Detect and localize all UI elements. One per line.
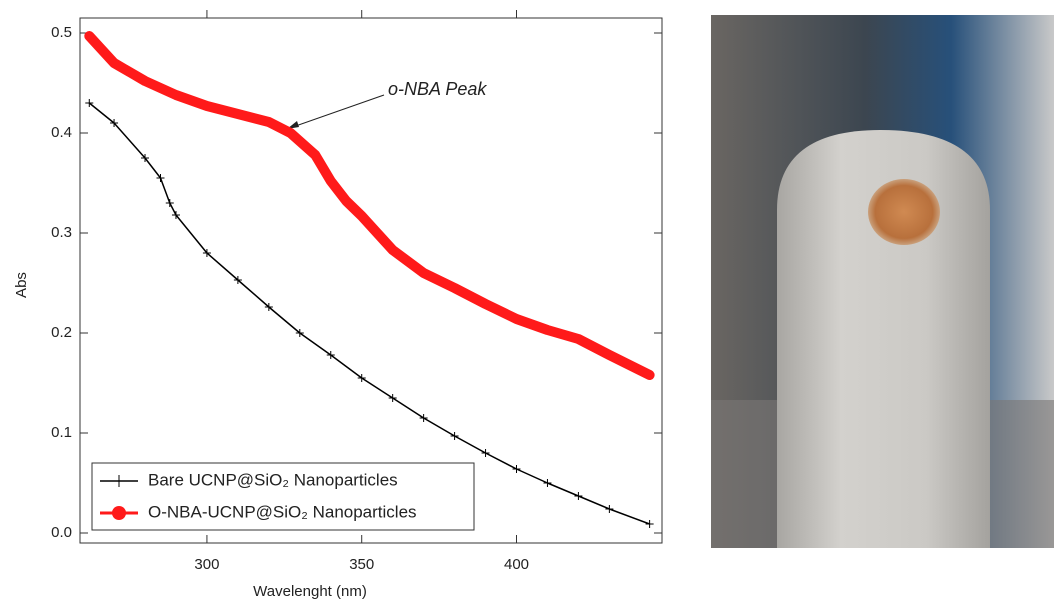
legend-label: O-NBA-UCNP@SiO₂ Nanoparticles	[148, 502, 417, 521]
marker	[264, 303, 273, 311]
marker	[165, 199, 174, 207]
y-axis-label: Abs	[13, 272, 30, 298]
plot-frame	[79, 17, 663, 544]
x-tick-label: 400	[504, 556, 529, 573]
marker	[141, 154, 150, 162]
marker	[543, 479, 552, 487]
marker	[512, 465, 521, 473]
marker	[481, 449, 490, 457]
marker	[419, 414, 428, 422]
arrow-head	[287, 121, 299, 129]
y-tick-label: 0.2	[51, 324, 72, 341]
marker	[171, 211, 180, 219]
annotation: o-NBA Peak	[388, 79, 487, 99]
series-line	[88, 102, 651, 525]
y-tick-label: 0.1	[51, 424, 72, 441]
marker	[574, 492, 583, 500]
marker	[233, 276, 242, 284]
photo	[711, 15, 1054, 548]
series-line	[84, 31, 655, 380]
marker	[357, 374, 366, 382]
marker	[110, 119, 119, 127]
legend-marker	[112, 506, 126, 520]
marker	[326, 351, 335, 359]
marker	[295, 329, 304, 337]
marker	[85, 99, 94, 107]
legend-label: Bare UCNP@SiO₂ Nanoparticles	[148, 470, 398, 489]
marker	[605, 505, 614, 513]
y-tick-label: 0.3	[51, 224, 72, 241]
marker	[645, 520, 654, 528]
marker	[202, 249, 211, 257]
marker	[388, 394, 397, 402]
legend	[91, 462, 475, 531]
x-axis-label: Wavelenght (nm)	[253, 583, 367, 600]
y-tick-label: 0.4	[51, 124, 72, 141]
x-tick-label: 350	[349, 556, 374, 573]
annotation-arrow	[289, 94, 385, 129]
x-tick-label: 300	[194, 556, 219, 573]
y-tick-label: 0.0	[51, 524, 72, 541]
marker	[156, 174, 165, 182]
marker	[450, 432, 459, 440]
y-tick-label: 0.5	[51, 24, 72, 41]
